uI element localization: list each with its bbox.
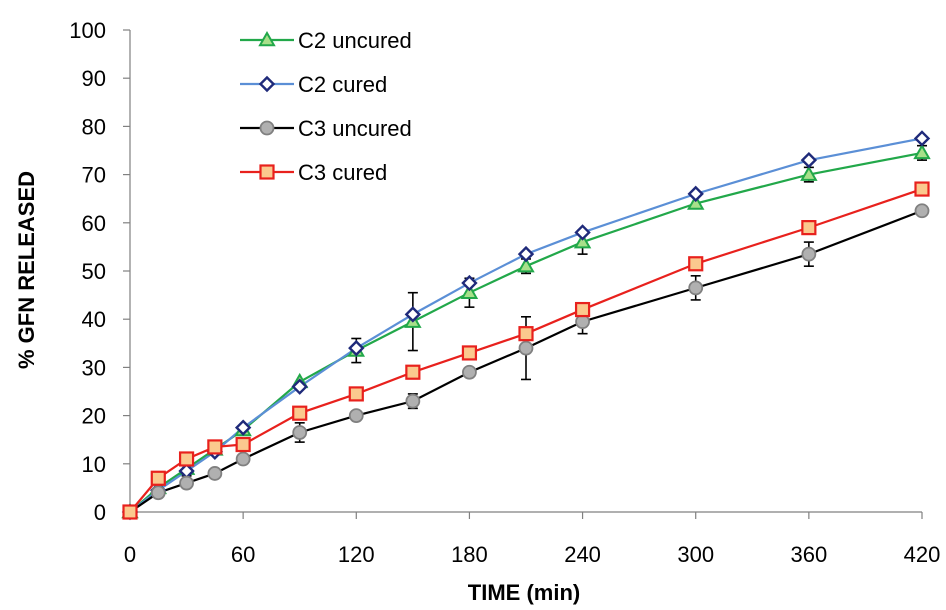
data-point-c3-cured (518, 326, 534, 342)
series-markers (121, 130, 931, 521)
y-tick-label: 100 (69, 18, 106, 43)
y-tick-label: 0 (94, 500, 106, 525)
data-point-c2-uncured (800, 165, 818, 181)
data-point-c3-uncured (348, 408, 364, 424)
legend-label-c2-cured: C2 cured (298, 72, 387, 97)
data-point-c3-cured (292, 405, 308, 421)
legend-marker-c3-uncured (259, 120, 275, 136)
data-point-c3-uncured (207, 466, 223, 481)
data-point-c3-uncured (688, 280, 704, 296)
y-tick-label: 90 (82, 66, 106, 91)
data-point-c3-uncured (150, 485, 166, 501)
data-point-c3-cured (801, 220, 817, 236)
data-point-c2-cured (687, 185, 704, 203)
data-point-c2-uncured (686, 194, 705, 210)
legend-label-c2-uncured: C2 uncured (298, 28, 412, 53)
legend-label-c3-uncured: C3 uncured (298, 116, 412, 141)
data-point-c2-cured (348, 339, 365, 357)
x-tick-label: 360 (790, 542, 827, 567)
x-tick-label: 0 (124, 542, 136, 567)
data-point-c3-uncured (801, 246, 817, 262)
data-point-c2-cured (800, 151, 818, 169)
data-point-c3-cured (178, 451, 195, 467)
x-tick-label: 420 (904, 542, 941, 567)
data-point-c3-cured (461, 345, 478, 361)
y-tick-label: 70 (82, 163, 106, 188)
data-point-c3-cured (914, 181, 930, 197)
legend: C2 uncured C2 cured C3 uncured C3 cured (240, 28, 412, 185)
x-tick-label: 180 (451, 542, 488, 567)
data-point-c2-cured (574, 224, 591, 241)
data-point-c3-cured (207, 439, 223, 455)
data-point-c2-uncured (573, 233, 592, 249)
legend-marker-c2-cured (258, 75, 276, 93)
y-axis-title: % GFN RELEASED (14, 171, 39, 369)
data-point-c3-uncured (914, 203, 930, 219)
data-point-c2-cured (461, 274, 478, 292)
legend-marker-c3-cured (259, 164, 275, 180)
data-point-c3-cured (574, 301, 591, 318)
data-point-c2-uncured (460, 283, 479, 299)
y-tick-label: 20 (82, 404, 106, 429)
data-point-c2-uncured (913, 143, 931, 160)
legend-marker-c2-uncured (258, 30, 276, 47)
error-bars (181, 144, 927, 477)
data-point-c2-cured (234, 419, 252, 436)
data-point-c3-uncured (292, 425, 308, 440)
data-point-c3-cured (122, 504, 138, 520)
data-point-c3-cured (235, 436, 251, 453)
data-point-c2-cured (517, 245, 535, 263)
x-tick-label: 60 (231, 542, 255, 567)
y-tick-label: 80 (82, 114, 106, 139)
data-point-c2-cured (404, 306, 422, 323)
y-tick-label: 30 (82, 355, 106, 380)
data-point-c3-cured (688, 256, 704, 272)
data-point-c3-cured (348, 386, 364, 402)
data-point-c3-uncured (518, 340, 534, 356)
axes: 0 10 20 30 40 50 60 70 80 90 100 0 60 120 180 240 300 360… (69, 18, 940, 567)
data-point-c2-uncured (517, 257, 535, 273)
data-point-c2-cured (291, 378, 308, 395)
x-tick-label: 120 (338, 542, 375, 567)
x-axis-title: TIME (min) (468, 580, 580, 605)
legend-label-c3-cured: C3 cured (298, 160, 387, 185)
y-tick-label: 10 (82, 452, 106, 477)
x-tick-label: 240 (564, 542, 601, 567)
y-tick-label: 40 (82, 307, 106, 332)
x-tick-label: 300 (677, 542, 714, 567)
data-point-c3-uncured (405, 393, 421, 409)
data-point-c3-uncured (235, 451, 251, 467)
data-point-c2-cured (913, 130, 931, 147)
y-tick-label: 60 (82, 211, 106, 236)
data-point-c3-cured (405, 364, 421, 380)
data-point-c3-cured (150, 470, 166, 486)
y-tick-label: 50 (82, 259, 106, 284)
data-point-c3-uncured (462, 364, 477, 380)
data-point-c3-uncured (179, 475, 194, 491)
